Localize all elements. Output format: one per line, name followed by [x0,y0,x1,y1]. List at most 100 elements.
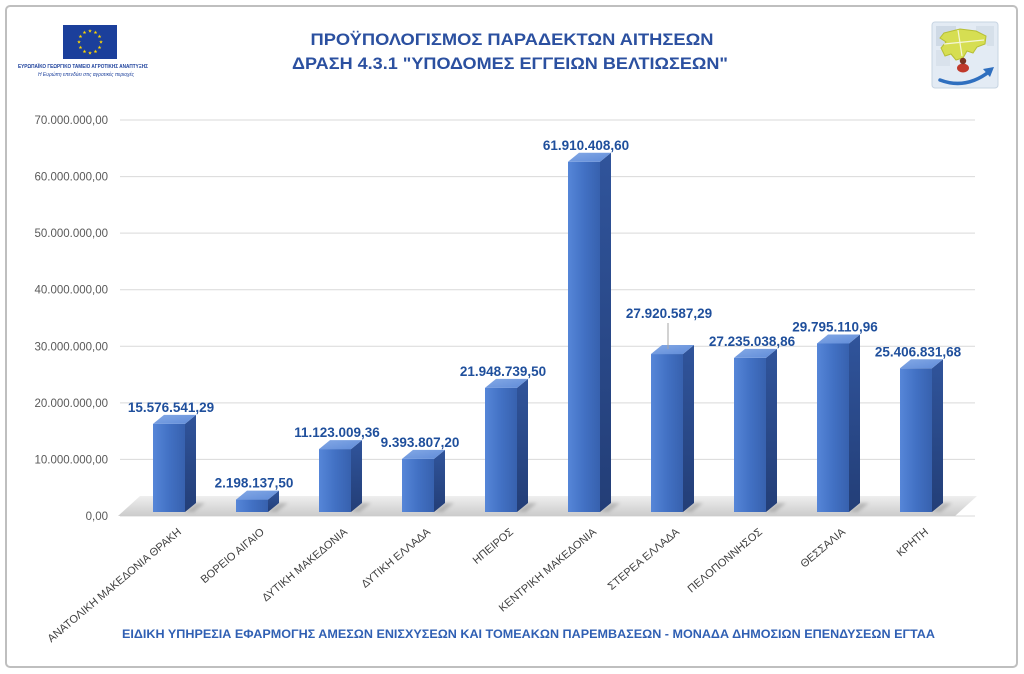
greece-puzzle-logo-icon [931,21,999,89]
y-tick-label: 20.000.000,00 [34,398,108,410]
figure-head [959,57,967,65]
bar-front-face [900,368,932,512]
bar [485,378,537,512]
bar [319,440,371,512]
bar-shadow [185,503,205,512]
bar-top-face [319,440,362,450]
arrow-swoosh [938,69,992,86]
eu-star [78,34,83,39]
eu-logo-line2: Η Ευρώπη επενδύει στις αγροτικές περιοχέ… [38,71,134,78]
bar-front-face [402,458,434,512]
bar [153,414,205,512]
bar-side-face [517,378,528,512]
bar-shadow [766,503,786,512]
bar [402,449,454,512]
y-tick-label: 10.000.000,00 [34,454,108,466]
data-label: 25.406.831,68 [875,344,962,359]
greece-map-shape [939,28,987,61]
bar-shadow [932,503,952,512]
bar-front-face [817,343,849,512]
slide-frame [5,5,1018,668]
eu-star [82,30,87,35]
bar-front-face [153,423,185,512]
bar-top-face [651,345,694,355]
bar-shadow [351,503,371,512]
data-label: 9.393.807,20 [381,435,460,450]
data-label: 27.920.587,29 [626,306,712,321]
data-label: 27.235.038,86 [709,334,796,349]
eu-logo: ΕΥΡΩΠΑΪΚΟ ΓΕΩΡΓΙΚΟ ΤΑΜΕΙΟ ΑΓΡΟΤΙΚΗΣ ΑΝΑΠ… [18,25,149,78]
bar-top-face [485,378,528,388]
chart-title: ΠΡΟΫΠΟΛΟΓΙΣΜΟΣ ΠΑΡΑΔΕΚΤΩΝ ΑΙΤΗΣΕΩΝ [311,30,714,49]
eu-star [82,49,87,54]
chart-subtitle: ΔΡΑΣΗ 4.3.1 "ΥΠΟΔΟΜΕΣ ΕΓΓΕΙΩΝ ΒΕΛΤΙΩΣΕΩΝ… [292,54,728,73]
data-label: 61.910.408,60 [543,138,629,153]
bar-shadow [434,503,454,512]
bar-top-face [568,152,611,162]
eu-star [88,51,92,55]
y-axis: 0,00 10.000.000,00 20.000.000,00 30.000.000… [34,115,108,523]
y-tick-label: 40.000.000,00 [34,285,108,297]
bar-top-face [817,334,860,344]
data-label: 11.123.009,36 [294,425,380,440]
bar-side-face [434,449,445,512]
figure-body [957,63,969,73]
bar [568,152,620,512]
bar-side-face [766,348,777,512]
bar-shadow [268,503,288,512]
bar-side-face [683,345,694,512]
y-tick-label: 50.000.000,00 [34,228,108,240]
bar-side-face [185,414,196,512]
bar-side-face [849,334,860,512]
eu-stars [77,29,103,55]
data-labels: 15.576.541,29 2.198.137,50 11.123.009,369.… [128,138,962,491]
bar [900,359,952,512]
bar-top-face [236,490,279,500]
bar [817,334,869,512]
puzzle-seam [943,39,985,45]
bar-front-face [651,354,683,512]
bar-front-face [485,387,517,512]
bar-front-face [319,449,351,512]
eu-star [97,34,102,39]
bar-shadow [849,503,869,512]
eu-star [99,40,103,44]
bar [651,345,703,512]
y-tick-label: 60.000.000,00 [34,172,108,184]
bar-side-face [268,490,279,512]
bar-side-face [351,440,362,512]
eu-star [77,40,81,44]
eu-star [93,30,98,35]
data-label: 29.795.110,96 [792,319,878,334]
eu-star [93,49,98,54]
bar-shadow [683,503,703,512]
eu-logo-line1: ΕΥΡΩΠΑΪΚΟ ΓΕΩΡΓΙΚΟ ΤΑΜΕΙΟ ΑΓΡΟΤΙΚΗΣ ΑΝΑΠ… [18,63,149,70]
eu-star [88,29,92,33]
bar-side-face [600,152,611,512]
bars [153,152,952,512]
bar-top-face [734,348,777,358]
data-label: 21.948.739,50 [460,364,546,379]
bar-top-face [153,414,196,424]
bar [734,348,786,512]
bar-shadow [600,503,620,512]
footer-text: ΕΙΔΙΚΗ ΥΠΗΡΕΣΙΑ ΕΦΑΡΜΟΓΗΣ ΑΜΕΣΩΝ ΕΝΙΣΧΥΣ… [122,627,935,641]
bar-top-face [900,359,943,369]
bar-shadow [517,503,537,512]
y-tick-label: 70.000.000,00 [34,115,108,127]
y-tick-label: 0,00 [86,511,108,523]
bar-front-face [568,161,600,512]
data-label: 2.198.137,50 [215,476,294,491]
arrow-head [983,67,994,77]
eu-star [78,45,83,50]
data-label: 15.576.541,29 [128,400,214,415]
bar-side-face [932,359,943,512]
bar-front-face [734,357,766,512]
eu-star [97,45,102,50]
y-tick-label: 30.000.000,00 [34,341,108,353]
bar [236,490,288,512]
bar-front-face [236,499,268,512]
bar-top-face [402,449,445,459]
